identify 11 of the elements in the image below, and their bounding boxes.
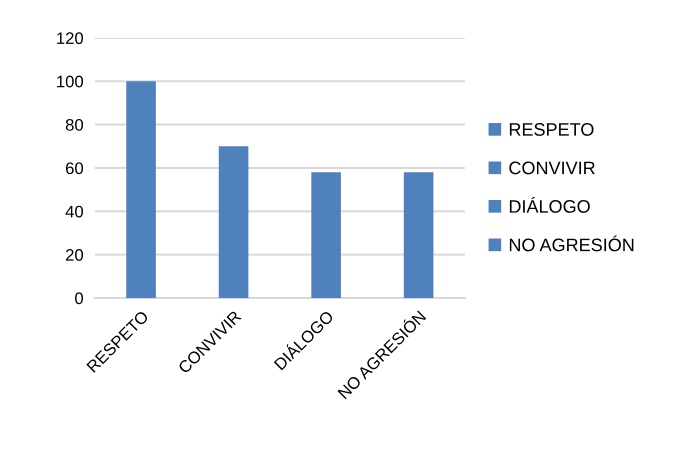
legend-label: RESPETO: [510, 123, 594, 136]
legend-label: CONVIVIR: [509, 162, 595, 174]
y-tick-label: 120: [57, 32, 84, 44]
y-tick-label: 100: [57, 76, 84, 88]
y-tick-label: 60: [66, 162, 84, 174]
y-tick-label: 40: [66, 206, 84, 218]
y-tick-label: 20: [66, 249, 84, 261]
legend-label: NO AGRESIÓN: [510, 236, 634, 252]
y-tick-label: 80: [66, 118, 84, 131]
legend-label: DIÁLOGO: [510, 197, 590, 213]
y-tick-label: 0: [75, 292, 84, 304]
